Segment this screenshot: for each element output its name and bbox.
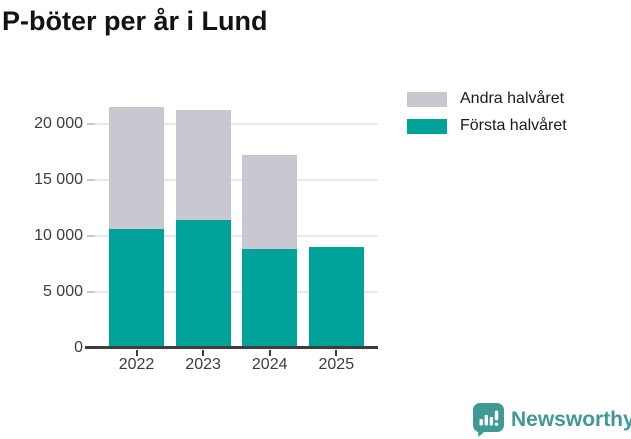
x-axis-tick-label: 2024 bbox=[251, 356, 288, 373]
x-tick-mark bbox=[268, 350, 271, 356]
x-axis-tick-label: 2022 bbox=[118, 356, 155, 373]
legend-label: Första halvåret bbox=[460, 117, 567, 134]
y-axis-tick-label: 0 bbox=[74, 339, 83, 356]
chart-title: P-böter per år i Lund bbox=[2, 6, 268, 36]
bar-segment-2023-andra-halvåret bbox=[175, 110, 231, 221]
legend-swatch-teal bbox=[407, 118, 447, 134]
legend-swatch-gray bbox=[407, 91, 447, 107]
bar-segment-2023-första-halvåret bbox=[175, 220, 231, 348]
bar-segment-2024-andra-halvåret bbox=[242, 155, 298, 250]
x-tick-mark bbox=[335, 350, 338, 356]
newsworthy-logo-text: Newsworthy bbox=[511, 408, 631, 431]
gridline bbox=[95, 178, 378, 181]
y-tick-mark bbox=[87, 178, 95, 181]
x-tick-mark bbox=[135, 350, 138, 356]
bar-segment-2025-första-halvåret bbox=[308, 247, 364, 348]
y-tick-mark bbox=[87, 122, 95, 125]
y-tick-mark bbox=[87, 290, 95, 293]
gridline bbox=[95, 234, 378, 237]
gridline bbox=[95, 122, 378, 125]
x-axis-tick-label: 2023 bbox=[185, 356, 221, 373]
x-axis-line bbox=[85, 346, 378, 349]
gridline bbox=[95, 290, 378, 293]
bar-chart-speech-bubble-icon bbox=[473, 403, 504, 437]
legend-item-andra-halvaret: Andra halvåret bbox=[407, 90, 567, 108]
newsworthy-logo: Newsworthy bbox=[473, 403, 631, 437]
legend-label: Andra halvåret bbox=[460, 90, 565, 107]
legend-item-forsta-halvaret: Första halvåret bbox=[407, 117, 567, 135]
y-axis-tick-label: 15 000 bbox=[34, 170, 83, 188]
y-axis-tick-label: 10 000 bbox=[34, 226, 83, 244]
y-axis-tick-label: 20 000 bbox=[34, 114, 83, 132]
y-axis-tick-label: 5 000 bbox=[42, 282, 83, 300]
x-axis-tick-label: 2025 bbox=[318, 356, 355, 373]
chart-plot-area bbox=[85, 100, 378, 356]
bar-segment-2022-första-halvåret bbox=[109, 229, 164, 348]
y-tick-mark bbox=[87, 234, 95, 237]
x-tick-mark bbox=[202, 350, 205, 356]
chart-legend: Andra halvåret Första halvåret bbox=[407, 90, 567, 135]
bar-segment-2024-första-halvåret bbox=[242, 249, 298, 348]
bar-segment-2022-andra-halvåret bbox=[109, 106, 164, 230]
